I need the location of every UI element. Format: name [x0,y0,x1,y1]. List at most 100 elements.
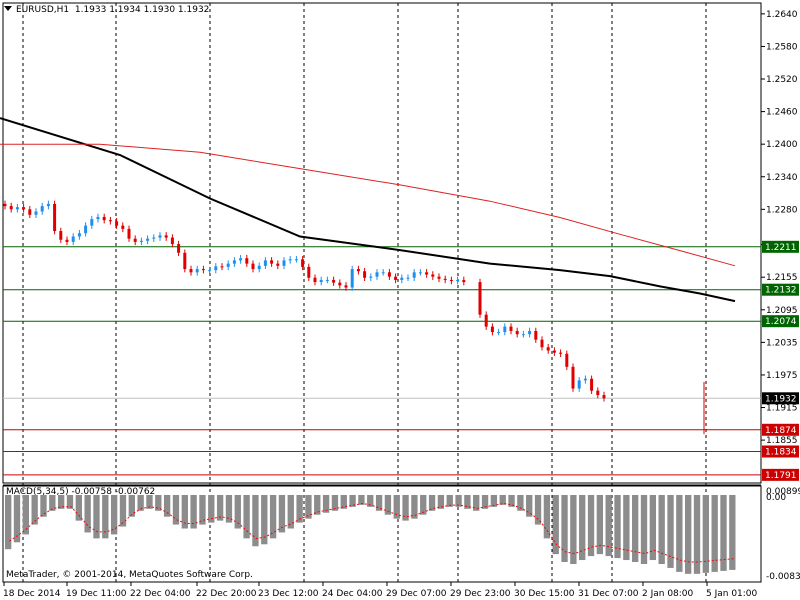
support-level-tag [762,445,799,458]
macd-histogram-bar [340,495,347,509]
macd-histogram-bar [614,495,621,559]
macd-histogram-bar [676,495,683,572]
bear-candle [177,244,181,253]
time-axis-label: 5 Jan 01:00 [706,589,758,599]
bear-candle [387,272,391,277]
bull-candle [325,279,329,281]
macd-histogram-bar [402,495,409,521]
bull-candle [71,236,75,242]
slow-moving-average-line [0,117,736,303]
bull-candle [381,272,385,274]
macd-histogram-bar [31,495,38,525]
bull-candle [406,277,410,279]
ohlc-values: 1.1933 1.1934 1.1930 1.1932 [74,5,210,15]
bear-candle [571,366,575,389]
current-price-label: 1.1932 [765,394,797,404]
macd-axis-label: 0.00899 [766,487,800,497]
bull-candle [214,266,218,271]
macd-histogram-bar [526,495,533,517]
macd-histogram-bar [649,495,657,561]
time-axis-label: 29 Dec 07:00 [386,589,447,599]
bull-candle [263,260,267,266]
bull-candle [288,259,292,261]
macd-histogram-bar [375,495,383,511]
macd-histogram-bar [570,495,577,564]
bear-candle [394,276,398,280]
bull-candle [226,263,230,267]
bull-candle [90,219,94,226]
bear-candle [170,237,174,245]
bear-candle [356,269,360,272]
macd-histogram-bar [358,495,365,505]
bear-candle [490,326,494,333]
bull-candle [369,276,373,278]
bull-candle [294,259,298,261]
bear-candle [53,203,57,232]
price-tick-label: 1.2520 [766,75,798,85]
macd-histogram-bar [411,495,418,519]
bull-candle [40,206,44,212]
bull-candle [146,238,150,241]
macd-histogram-bar [5,495,12,550]
bear-candle [220,266,224,268]
bear-candle [534,330,538,340]
fast-moving-average-line [0,143,736,267]
price-tick-label: 1.2280 [766,205,798,215]
bull-candle [375,272,379,277]
time-axis-label: 19 Dec 11:00 [66,589,127,599]
price-tick-label: 1.2035 [766,338,798,348]
macd-histogram-bar [640,495,648,564]
macd-histogram-bar [243,495,250,539]
macd-histogram-bar [685,495,692,574]
bear-candle [9,206,13,210]
bear-candle [301,259,305,267]
macd-histogram-bar [261,495,268,545]
support-level-tag [762,468,799,481]
bear-candle [3,203,7,207]
macd-histogram-bar [517,495,524,511]
time-axis-label: 22 Dec 04:00 [130,589,191,599]
bear-candle [509,326,513,331]
macd-histogram-bar [552,495,559,555]
macd-histogram-bar [393,495,400,519]
bear-candle [540,339,544,348]
bull-candle [34,211,38,215]
support-level-tag [762,423,799,436]
macd-histogram-bar [534,495,542,525]
bear-candle [332,279,336,283]
bull-candle [583,378,587,381]
resistance-level-tag [762,240,799,253]
bear-candle [276,263,280,266]
price-tick-label: 1.1855 [766,436,798,446]
macd-histogram-bar [137,495,144,511]
bear-candle [363,271,367,278]
bear-candle [449,279,453,282]
bull-candle [497,332,501,334]
macd-histogram-bar [287,495,294,529]
time-axis-label: 18 Dec 2014 [3,589,61,599]
bear-candle [127,228,131,239]
bear-candle [462,279,466,283]
macd-histogram-bar [623,495,630,561]
macd-histogram-bar [84,495,91,533]
bear-candle [546,347,550,351]
macd-histogram-bar [252,495,259,547]
macd-histogram-bar [428,495,436,511]
support-level-label: 1.1791 [765,471,797,481]
bear-candle [344,285,348,288]
symbol-name: EURUSD,H1 [16,5,70,15]
bear-candle [437,276,441,279]
macd-histogram-bar [278,495,286,533]
bull-candle [152,237,156,239]
bull-candle [158,235,162,238]
bear-candle [59,231,63,240]
macd-histogram-bar [667,495,674,568]
macd-histogram-bar [702,495,710,573]
macd-histogram-bar [437,495,445,509]
collapse-triangle-icon[interactable] [4,6,12,11]
time-axis-label: 22 Dec 20:00 [196,589,257,599]
macd-histogram-bar [172,495,180,525]
macd-histogram-bar [296,495,303,523]
bear-candle [478,282,482,315]
